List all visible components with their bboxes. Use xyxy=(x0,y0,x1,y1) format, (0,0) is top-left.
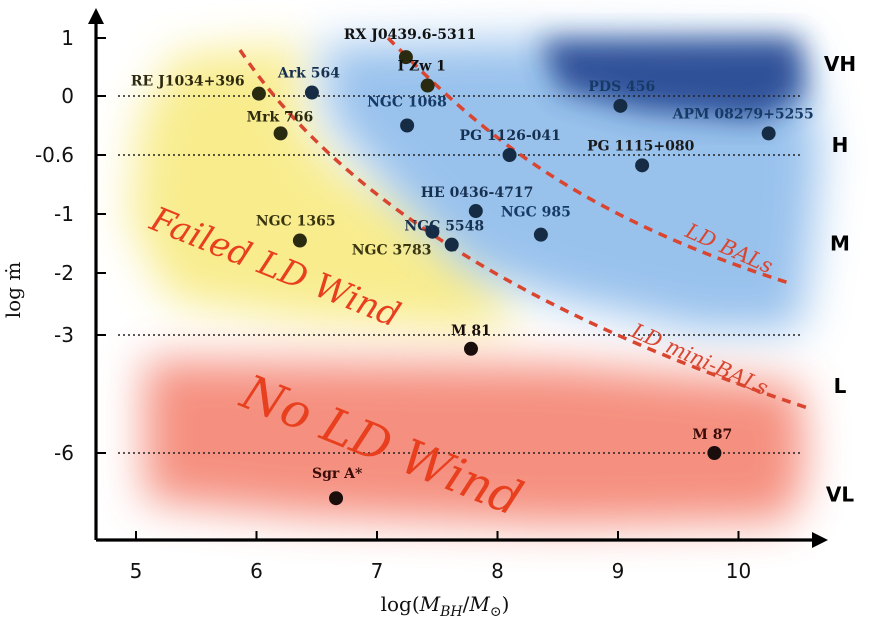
y-tick-label-6: -6 xyxy=(54,441,74,465)
x-tick-label-3: 8 xyxy=(491,559,504,583)
data-point-label-13: NGC 985 xyxy=(501,205,571,221)
red-region xyxy=(145,360,805,525)
data-point-3 xyxy=(304,85,319,100)
y-tick-label-1: 0 xyxy=(61,84,74,108)
band-label-l: L xyxy=(834,374,847,398)
band-label-m: M xyxy=(830,232,850,256)
x-ticks: 5 6 7 8 9 10 xyxy=(130,531,751,583)
x-tick-label-5: 10 xyxy=(726,559,751,583)
data-point-9 xyxy=(635,158,650,173)
data-point-label-10: HE 0436-4717 xyxy=(421,185,534,201)
y-tick-label-3: -1 xyxy=(54,202,74,226)
data-point-2 xyxy=(251,86,266,101)
y-tick-label-5: -3 xyxy=(54,323,74,347)
background-regions xyxy=(130,38,820,525)
y-tick-label-4: -2 xyxy=(54,261,74,285)
x-axis-arrow xyxy=(812,532,828,548)
ld-mini-bals-curve xyxy=(238,49,809,410)
data-points: RX J0439.6-5311 I Zw 1 RE J1034+396 Ark 564… xyxy=(131,27,814,506)
x-tick-label-1: 6 xyxy=(250,559,263,583)
data-point-label-15: M 81 xyxy=(451,323,491,339)
data-point-label-5: APM 08279+5255 xyxy=(672,106,814,122)
data-point-label-16: M 87 xyxy=(692,427,732,443)
reference-lines xyxy=(118,95,800,454)
data-point-17 xyxy=(329,491,344,506)
data-point-label-8: PG 1126-041 xyxy=(460,128,561,144)
data-point-label-1: I Zw 1 xyxy=(398,59,446,75)
data-point-label-4: PDS 456 xyxy=(588,79,655,95)
data-point-label-0: RX J0439.6-5311 xyxy=(344,27,476,43)
data-point-label-6: NGC 1068 xyxy=(367,95,447,111)
y-tick-label-0: 1 xyxy=(61,26,74,50)
data-point-16 xyxy=(707,446,722,460)
yellow-region xyxy=(130,45,520,330)
data-point-13 xyxy=(533,227,548,242)
data-point-label-11: NGC 5548 xyxy=(404,219,484,235)
band-label-h: H xyxy=(832,133,849,157)
y-axis-title: log ṁ xyxy=(1,262,25,319)
data-point-label-2: RE J1034+396 xyxy=(131,74,245,90)
dashed-curves xyxy=(238,36,809,410)
data-point-0 xyxy=(398,50,413,65)
data-point-15 xyxy=(463,341,478,356)
data-point-4 xyxy=(613,98,628,113)
x-tick-label-0: 5 xyxy=(130,559,143,583)
data-point-label-3: Ark 564 xyxy=(277,66,340,82)
data-point-label-7: Mrk 766 xyxy=(247,109,314,125)
data-point-12 xyxy=(444,237,459,252)
x-axis-title: log(MBH/M⊙) xyxy=(381,592,510,620)
data-point-label-12: NGC 3783 xyxy=(352,243,432,259)
data-point-1 xyxy=(420,78,435,93)
data-point-label-14: NGC 1365 xyxy=(256,214,336,230)
band-label-vl: VL xyxy=(826,482,854,506)
band-label-vh: VH xyxy=(824,52,856,76)
x-tick-label-2: 7 xyxy=(371,559,384,583)
data-point-label-17: Sgr A* xyxy=(312,466,363,482)
y-tick-label-2: -0.6 xyxy=(35,143,74,167)
x-tick-label-4: 9 xyxy=(612,559,625,583)
data-point-10 xyxy=(468,204,483,219)
data-point-5 xyxy=(761,126,776,141)
ld-bals-curve xyxy=(386,36,793,286)
band-labels: VH H M L VL xyxy=(824,52,856,506)
data-point-14 xyxy=(292,233,307,248)
data-point-8 xyxy=(502,148,517,162)
y-axis-arrow xyxy=(88,8,104,24)
data-point-11 xyxy=(425,224,440,239)
data-point-6 xyxy=(400,118,415,133)
y-ticks: 1 0 -0.6 -1 -2 -3 -6 xyxy=(35,26,106,465)
data-point-label-9: PG 1115+080 xyxy=(587,138,695,154)
dark-blue-region xyxy=(540,38,805,120)
data-point-7 xyxy=(273,126,288,141)
